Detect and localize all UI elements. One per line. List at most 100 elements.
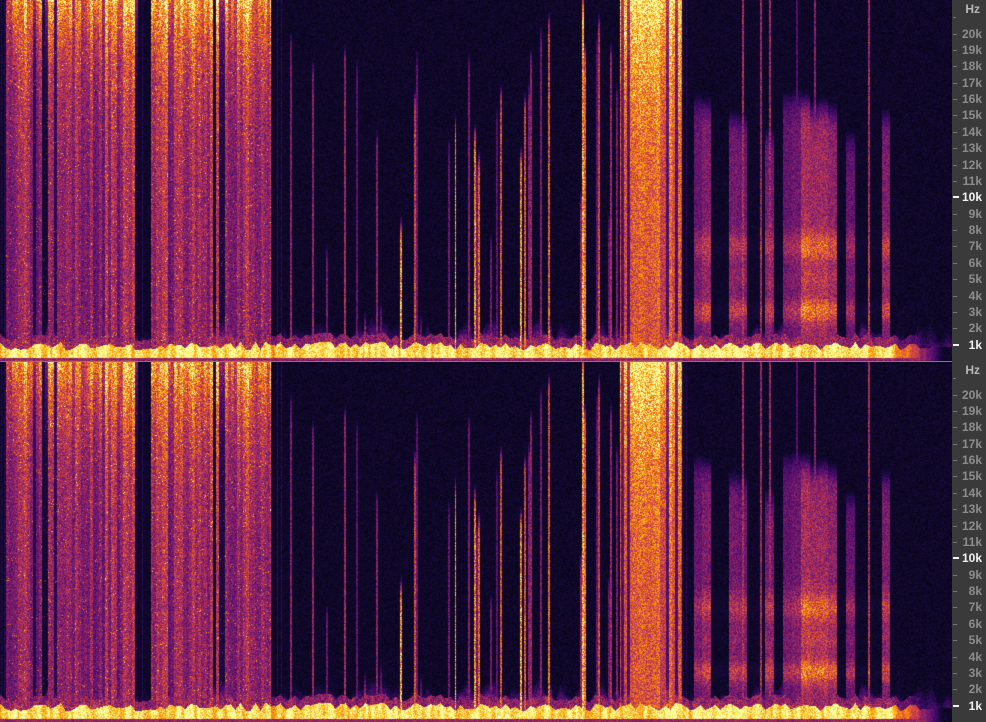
freq-tick-label: 13k bbox=[961, 502, 982, 517]
tick-mark bbox=[953, 99, 957, 101]
freq-tick-label: 14k bbox=[961, 485, 982, 500]
tick-mark bbox=[953, 131, 957, 133]
tick-mark bbox=[953, 246, 957, 248]
tick-mark bbox=[953, 115, 957, 117]
freq-tick-label: 20k bbox=[961, 387, 982, 402]
tick-mark bbox=[953, 672, 957, 674]
freq-tick-4k: 4k bbox=[952, 649, 986, 665]
tick-mark bbox=[953, 196, 959, 199]
freq-tick-7k: 7k bbox=[952, 599, 986, 615]
freq-tick-label: 10k bbox=[961, 190, 982, 205]
freq-tick-label: 4k bbox=[968, 288, 982, 303]
freq-tick-9k: 9k bbox=[952, 567, 986, 583]
freq-tick-7k: 7k bbox=[952, 238, 986, 254]
freq-tick-label: 3k bbox=[968, 665, 982, 680]
channel-separator-line bbox=[0, 361, 952, 362]
freq-tick-label: 19k bbox=[961, 42, 982, 57]
freq-tick-label: 15k bbox=[961, 469, 982, 484]
tick-mark bbox=[953, 704, 959, 707]
freq-tick-label: 19k bbox=[961, 403, 982, 418]
freq-tick-label: 17k bbox=[961, 75, 982, 90]
tick-mark bbox=[953, 279, 957, 281]
tick-mark bbox=[953, 230, 957, 232]
freq-tick-11k: 11k bbox=[952, 173, 986, 189]
freq-tick-label: 11k bbox=[962, 534, 982, 549]
tick-mark bbox=[953, 66, 957, 68]
tick-mark bbox=[953, 213, 957, 215]
freq-tick-18k: 18k bbox=[952, 58, 986, 74]
freq-tick-label: 11k bbox=[962, 173, 982, 188]
freq-tick-label: 4k bbox=[968, 649, 982, 664]
freq-tick-13k: 13k bbox=[952, 140, 986, 156]
freq-tick-1k: 1k bbox=[952, 337, 986, 353]
freq-tick-5k: 5k bbox=[952, 271, 986, 287]
freq-tick-12k: 12k bbox=[952, 157, 986, 173]
tick-mark bbox=[953, 33, 957, 35]
tick-mark bbox=[953, 623, 957, 625]
tick-mark bbox=[953, 460, 957, 462]
tick-mark bbox=[953, 82, 957, 84]
tick-mark bbox=[953, 656, 957, 658]
frequency-axis-top[interactable]: Hz 20k 19k 18k 17k 16k 15k 14k 13k 12k 11k 10k 9k 8k… bbox=[952, 0, 986, 361]
tick-mark bbox=[953, 591, 957, 593]
freq-tick-2k: 2k bbox=[952, 320, 986, 336]
freq-tick-11k: 11k bbox=[952, 534, 986, 550]
freq-tick-13k: 13k bbox=[952, 501, 986, 517]
tick-mark bbox=[953, 394, 957, 396]
tick-mark bbox=[953, 49, 957, 51]
tick-mark bbox=[953, 180, 957, 182]
tick-mark bbox=[953, 640, 957, 642]
frequency-unit-label: Hz bbox=[965, 2, 980, 16]
freq-tick-label: 7k bbox=[968, 239, 982, 254]
freq-tick-label: 7k bbox=[968, 600, 982, 615]
freq-tick-label: 10k bbox=[961, 551, 982, 566]
tick-mark bbox=[953, 509, 957, 511]
freq-tick-label: 17k bbox=[961, 436, 982, 451]
freq-tick-label: 9k bbox=[968, 567, 982, 582]
tick-mark bbox=[953, 164, 957, 166]
freq-tick-minor bbox=[952, 9, 986, 25]
freq-tick-8k: 8k bbox=[952, 583, 986, 599]
freq-tick-minor bbox=[952, 370, 986, 386]
freq-tick-20k: 20k bbox=[952, 26, 986, 42]
freq-tick-3k: 3k bbox=[952, 304, 986, 320]
freq-tick-5k: 5k bbox=[952, 632, 986, 648]
freq-tick-18k: 18k bbox=[952, 419, 986, 435]
tick-mark bbox=[953, 689, 957, 691]
tick-mark bbox=[953, 557, 959, 560]
tick-mark bbox=[953, 427, 957, 429]
freq-tick-label: 1k bbox=[968, 337, 982, 352]
freq-tick-16k: 16k bbox=[952, 91, 986, 107]
freq-tick-19k: 19k bbox=[952, 403, 986, 419]
frequency-axis-bottom[interactable]: Hz 20k 19k 18k 17k 16k 15k 14k 13k 12k 11k 10k 9k 8k… bbox=[952, 361, 986, 722]
freq-tick-6k: 6k bbox=[952, 255, 986, 271]
freq-tick-label: 9k bbox=[968, 206, 982, 221]
tick-mark bbox=[953, 343, 959, 346]
freq-tick-label: 8k bbox=[968, 584, 982, 599]
freq-tick-label: 2k bbox=[968, 321, 982, 336]
freq-tick-15k: 15k bbox=[952, 107, 986, 123]
freq-tick-20k: 20k bbox=[952, 387, 986, 403]
freq-tick-label: 14k bbox=[961, 124, 982, 139]
freq-tick-label: 3k bbox=[968, 304, 982, 319]
freq-tick-label: 8k bbox=[968, 223, 982, 238]
freq-tick-4k: 4k bbox=[952, 288, 986, 304]
tick-mark bbox=[953, 541, 957, 543]
freq-tick-1k: 1k bbox=[952, 698, 986, 714]
freq-tick-10k: 10k bbox=[952, 550, 986, 566]
freq-tick-9k: 9k bbox=[952, 206, 986, 222]
freq-tick-label: 5k bbox=[968, 633, 982, 648]
tick-mark bbox=[953, 311, 957, 313]
freq-tick-10k: 10k bbox=[952, 189, 986, 205]
freq-tick-8k: 8k bbox=[952, 222, 986, 238]
tick-mark bbox=[953, 607, 957, 609]
freq-tick-label: 6k bbox=[968, 616, 982, 631]
freq-tick-label: 16k bbox=[961, 92, 982, 107]
tick-mark bbox=[953, 476, 957, 478]
freq-tick-label: 15k bbox=[961, 108, 982, 123]
tick-mark bbox=[953, 574, 957, 576]
freq-tick-label: 18k bbox=[961, 59, 982, 74]
freq-tick-2k: 2k bbox=[952, 681, 986, 697]
freq-tick-15k: 15k bbox=[952, 468, 986, 484]
freq-tick-17k: 17k bbox=[952, 75, 986, 91]
